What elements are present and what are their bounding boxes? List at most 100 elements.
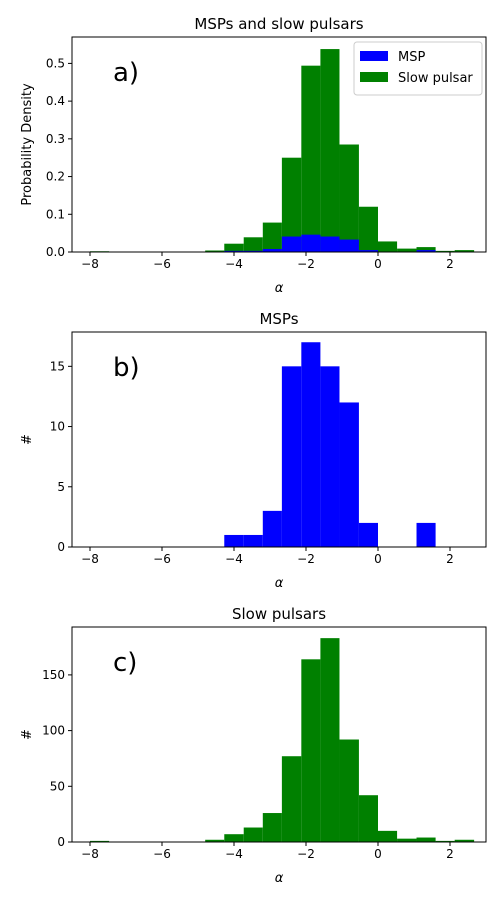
- histogram-bar: [339, 144, 359, 252]
- panel-a: −8 −6 −4 −2 0 2 0.0 0.1 0.2 0.3 0.4 0.5 MSPs and slo…: [20, 15, 487, 296]
- x-tick-label: −6: [153, 552, 171, 566]
- histogram-bar: [243, 237, 263, 252]
- histogram-bar: [320, 638, 340, 842]
- histogram-bar: [397, 248, 417, 252]
- y-axis-label: #: [20, 434, 35, 445]
- legend-swatch: [360, 72, 388, 82]
- histogram-bar: [416, 250, 436, 252]
- histogram-bar: [262, 222, 282, 252]
- x-tick-label: 2: [446, 552, 454, 566]
- x-tick-label: −4: [225, 552, 243, 566]
- histogram-bar: [224, 834, 244, 842]
- legend-entry: MSP: [398, 50, 425, 65]
- histogram-bar: [320, 366, 340, 547]
- histogram-bar: [281, 756, 302, 842]
- legend-entry: Slow pulsar: [398, 71, 473, 86]
- x-tick-label: 2: [446, 847, 454, 861]
- y-tick-label: 0.2: [46, 170, 65, 184]
- histogram-bar: [301, 234, 321, 252]
- y-axis-label: #: [20, 729, 35, 740]
- histogram-bar: [358, 206, 378, 252]
- y-tick-label: 100: [42, 724, 65, 738]
- histogram-bar: [205, 250, 225, 252]
- histogram-bar: [281, 157, 302, 252]
- x-axis-label: α: [275, 281, 284, 296]
- x-axis-label: α: [275, 871, 284, 886]
- x-tick-label: −2: [297, 552, 315, 566]
- histogram-bar: [397, 838, 417, 842]
- y-tick-label: 0.5: [46, 56, 65, 70]
- chart-title: Slow pulsars: [232, 605, 326, 623]
- x-tick-label: 0: [374, 257, 382, 271]
- histogram-bar: [281, 236, 302, 252]
- x-tick-label: −2: [297, 847, 315, 861]
- histogram-bar: [454, 250, 475, 252]
- histogram-bar: [339, 402, 359, 547]
- histogram-bar: [320, 49, 340, 252]
- chart-title: MSPs: [259, 310, 298, 328]
- histogram-bar: [435, 250, 455, 252]
- y-tick-label: 0.3: [46, 132, 65, 146]
- histogram-bar: [262, 248, 282, 252]
- histogram-bar: [243, 250, 263, 252]
- histogram-bar: [454, 839, 475, 842]
- histogram-bar: [301, 342, 321, 547]
- x-tick-label: −8: [81, 552, 99, 566]
- y-tick-label: 0.1: [46, 207, 65, 221]
- histogram-bar: [378, 830, 398, 842]
- y-tick-label: 0.4: [46, 94, 65, 108]
- panel-label: c): [113, 648, 137, 678]
- x-tick-label: −2: [297, 257, 315, 271]
- x-tick-label: 0: [374, 847, 382, 861]
- y-tick-label: 150: [42, 668, 65, 682]
- histogram-bar: [435, 840, 455, 842]
- axes-frame: [71, 626, 487, 843]
- histogram-bar: [358, 522, 378, 547]
- histogram-bar: [358, 250, 378, 252]
- histogram-bar: [224, 250, 244, 252]
- histogram-bar: [320, 236, 340, 252]
- y-tick-label: 0: [57, 835, 65, 849]
- histogram-bar: [262, 813, 282, 842]
- histogram-bar: [416, 522, 436, 547]
- histogram-bar: [243, 534, 263, 547]
- x-tick-label: −6: [153, 257, 171, 271]
- histogram-bar: [262, 510, 282, 547]
- panel-label: b): [113, 353, 140, 383]
- histogram-bar: [224, 534, 244, 547]
- panel-b: −8 −6 −4 −2 0 2 0 5 10 15 MSPs α # b): [20, 310, 487, 591]
- x-tick-label: −6: [153, 847, 171, 861]
- histogram-bar: [301, 659, 321, 842]
- y-tick-label: 15: [50, 359, 65, 373]
- histogram-bar: [281, 366, 302, 547]
- histogram-bar: [205, 839, 225, 842]
- histogram-bar: [339, 239, 359, 252]
- x-tick-label: 0: [374, 552, 382, 566]
- panel-c: −8 −6 −4 −2 0 2 0 50 100 150 Slow pulsars α # c): [20, 605, 487, 886]
- chart-title: MSPs and slow pulsars: [194, 15, 363, 33]
- axes-frame: [71, 331, 487, 548]
- x-tick-label: −8: [81, 847, 99, 861]
- axes-frame: [71, 36, 487, 253]
- y-axis-label: Probability Density: [20, 83, 35, 206]
- y-tick-label: 10: [50, 420, 65, 434]
- histogram-bar: [301, 65, 321, 252]
- y-tick-label: 0.0: [46, 245, 65, 259]
- x-tick-label: −4: [225, 257, 243, 271]
- legend-swatch: [360, 51, 388, 61]
- x-tick-label: −4: [225, 847, 243, 861]
- x-axis-label: α: [275, 576, 284, 591]
- x-tick-label: −8: [81, 257, 99, 271]
- histogram-bar: [416, 247, 436, 252]
- y-tick-label: 5: [57, 480, 65, 494]
- histogram-bar: [358, 795, 378, 842]
- y-tick-label: 0: [57, 540, 65, 554]
- histogram-bar: [224, 243, 244, 252]
- histogram-bar: [378, 241, 398, 252]
- histogram-bar: [90, 840, 110, 842]
- panel-label: a): [113, 58, 139, 88]
- x-tick-label: 2: [446, 257, 454, 271]
- histogram-bar: [339, 739, 359, 842]
- histogram-bar: [243, 827, 263, 842]
